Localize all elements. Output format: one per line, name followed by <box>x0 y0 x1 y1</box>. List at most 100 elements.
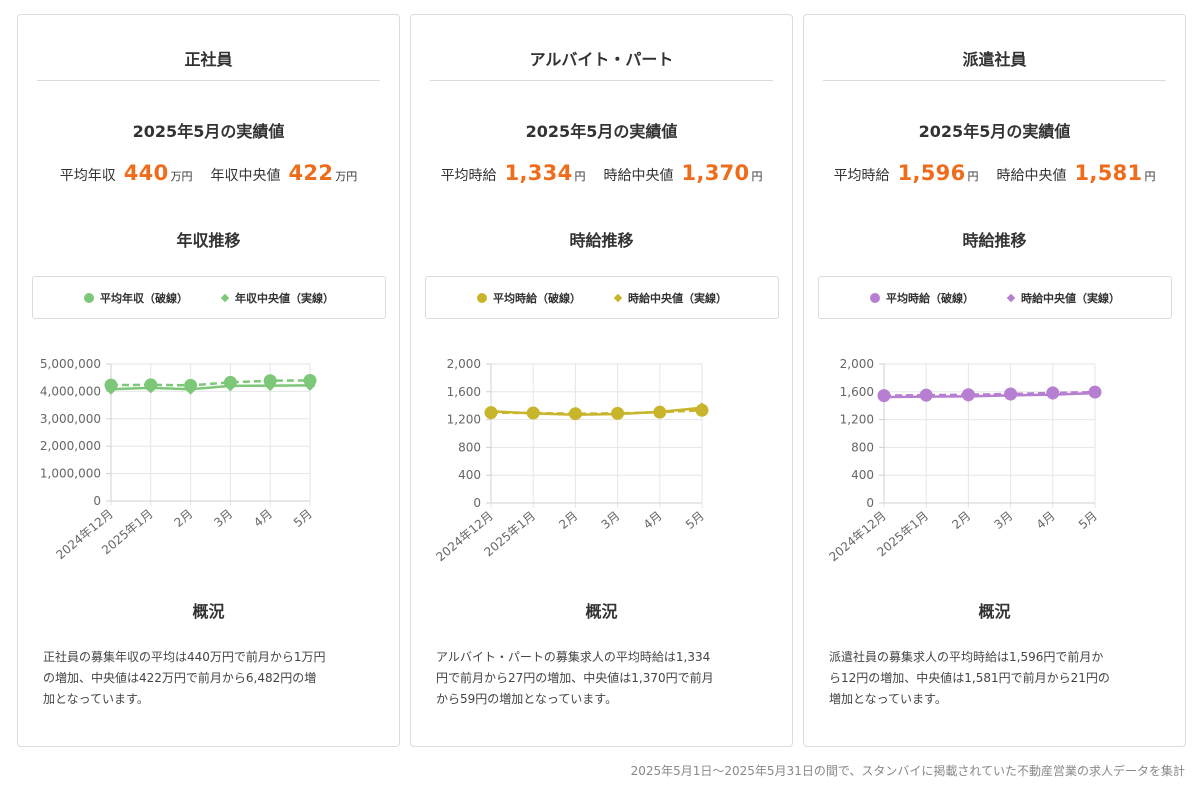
x-tick-label: 4月 <box>1034 509 1058 532</box>
legend-diamond-icon <box>613 293 623 302</box>
x-tick-label: 3月 <box>991 509 1015 532</box>
y-tick-label: 1,200 <box>447 413 481 427</box>
data-point-median[interactable] <box>105 383 117 395</box>
x-tick-label: 5月 <box>1076 509 1100 532</box>
data-point-median[interactable] <box>304 379 316 391</box>
y-tick-label: 1,600 <box>840 385 874 399</box>
stats-row: 平均時給 1,334 円 時給中央値 1,370 円 <box>411 161 792 191</box>
stat-unit: 万円 <box>170 170 193 183</box>
legend-label: 年収中央値（実線） <box>235 291 334 305</box>
stat-unit: 円 <box>1144 170 1156 183</box>
legend-item-average[interactable]: 平均時給（破線） <box>870 290 974 306</box>
data-point-median[interactable] <box>654 406 666 418</box>
legend-label: 平均年収（破線） <box>100 291 188 305</box>
legend-item-median[interactable]: 年収中央値（実線） <box>220 290 334 306</box>
data-point-median[interactable] <box>224 380 236 392</box>
data-point-median[interactable] <box>569 409 581 421</box>
stat-average: 平均時給 1,596 円 <box>834 161 979 185</box>
summary-title: 概況 <box>192 602 225 621</box>
stats-title: 2025年5月の実績値 <box>525 122 678 141</box>
summary-line: 正社員の募集年収の平均は440万円で前月から1万円 <box>43 650 326 664</box>
legend-diamond-icon <box>220 293 230 302</box>
stat-value: 422 <box>288 161 334 185</box>
data-point-median[interactable] <box>612 408 624 420</box>
data-point-median[interactable] <box>1005 389 1017 401</box>
series-line <box>490 406 703 416</box>
legend-circle-icon <box>84 292 94 303</box>
summary-line: 加となっています。 <box>43 692 149 706</box>
legend-label: 平均時給（破線） <box>886 291 974 305</box>
legend-item-median[interactable]: 時給中央値（実線） <box>1006 290 1120 306</box>
y-tick-label: 1,600 <box>447 385 481 399</box>
chart-legend: 平均時給（破線） 時給中央値（実線） <box>818 276 1172 319</box>
y-tick-label: 800 <box>851 440 874 454</box>
y-tick-label: 400 <box>458 468 481 482</box>
data-point-median[interactable] <box>920 391 932 403</box>
x-tick-label: 2月 <box>171 507 195 530</box>
legend-diamond-icon <box>1006 293 1016 302</box>
data-point-median[interactable] <box>696 402 708 414</box>
stat-label: 時給中央値 <box>996 168 1067 184</box>
legend-item-average[interactable]: 平均時給（破線） <box>477 290 581 306</box>
y-tick-label: 0 <box>866 496 874 510</box>
summary-line: 増加となっています。 <box>829 692 947 706</box>
card-divider <box>37 80 380 81</box>
y-tick-label: 4,000,000 <box>40 384 101 398</box>
data-point-median[interactable] <box>1089 387 1101 399</box>
x-tick-label: 4月 <box>251 507 275 530</box>
x-tick-label: 5月 <box>291 507 315 530</box>
data-point-median[interactable] <box>1047 389 1059 401</box>
data-point-median[interactable] <box>527 407 539 419</box>
legend-label: 時給中央値（実線） <box>1021 291 1120 305</box>
y-tick-label: 2,000 <box>447 357 481 371</box>
chart-legend: 平均年収（破線） 年収中央値（実線） <box>32 276 386 319</box>
card-title: 正社員 <box>184 50 233 69</box>
x-tick-label: 3月 <box>211 507 235 530</box>
legend-circle-icon <box>870 292 880 303</box>
series-line <box>883 391 1096 399</box>
summary-line: から59円の増加となっています。 <box>436 692 618 706</box>
x-tick-label: 5月 <box>683 509 707 532</box>
y-tick-label: 3,000,000 <box>40 412 101 426</box>
series-line <box>110 384 311 391</box>
y-tick-label: 1,200 <box>840 413 874 427</box>
stat-label: 平均時給 <box>833 168 890 184</box>
stat-label: 平均年収 <box>59 168 116 184</box>
x-tick-label: 2月 <box>556 509 580 532</box>
stat-label: 時給中央値 <box>603 168 674 184</box>
stats-row: 平均時給 1,596 円 時給中央値 1,581 円 <box>804 161 1185 191</box>
summary-title: 概況 <box>978 602 1011 621</box>
data-point-median[interactable] <box>878 391 890 403</box>
stat-value: 1,370 <box>681 161 750 185</box>
data-point-median[interactable] <box>962 390 974 402</box>
stats-row: 平均年収 440 万円 年収中央値 422 万円 <box>18 161 399 191</box>
trend-title: 時給推移 <box>569 231 634 250</box>
data-point-median[interactable] <box>145 382 157 394</box>
legend-circle-icon <box>477 292 487 303</box>
stat-label: 平均時給 <box>440 168 497 184</box>
line-chart-annual-income: 5,000,000 4,000,000 3,000,000 2,000,000 1,00… <box>40 357 317 562</box>
summary-text: アルバイト・パートの募集求人の平均時給は1,334 円で前月から27円の増加、中… <box>436 647 772 710</box>
trend-title: 年収推移 <box>176 231 241 250</box>
stat-median: 時給中央値 1,581 円 <box>997 161 1156 185</box>
stat-average: 平均年収 440 万円 <box>60 161 193 185</box>
card-divider <box>430 80 773 81</box>
stats-title: 2025年5月の実績値 <box>918 122 1071 141</box>
summary-line: 円で前月から27円の増加、中央値は1,370円で前月 <box>436 671 714 685</box>
y-tick-label: 5,000,000 <box>40 357 101 371</box>
legend-item-median[interactable]: 時給中央値（実線） <box>613 290 727 306</box>
x-tick-label: 2月 <box>949 509 973 532</box>
stat-median: 年収中央値 422 万円 <box>211 161 358 185</box>
legend-label: 平均時給（破線） <box>493 291 581 305</box>
stat-label: 年収中央値 <box>210 168 281 184</box>
data-point-median[interactable] <box>485 405 497 417</box>
summary-text: 派遣社員の募集求人の平均時給は1,596円で前月か ら12円の増加、中央値は1,… <box>829 647 1165 710</box>
y-tick-label: 0 <box>473 496 481 510</box>
stat-unit: 万円 <box>335 170 358 183</box>
legend-label: 時給中央値（実線） <box>628 291 727 305</box>
stat-value: 1,581 <box>1074 161 1143 185</box>
data-point-median[interactable] <box>264 380 276 392</box>
data-point-median[interactable] <box>185 383 197 395</box>
legend-item-average[interactable]: 平均年収（破線） <box>84 290 188 306</box>
